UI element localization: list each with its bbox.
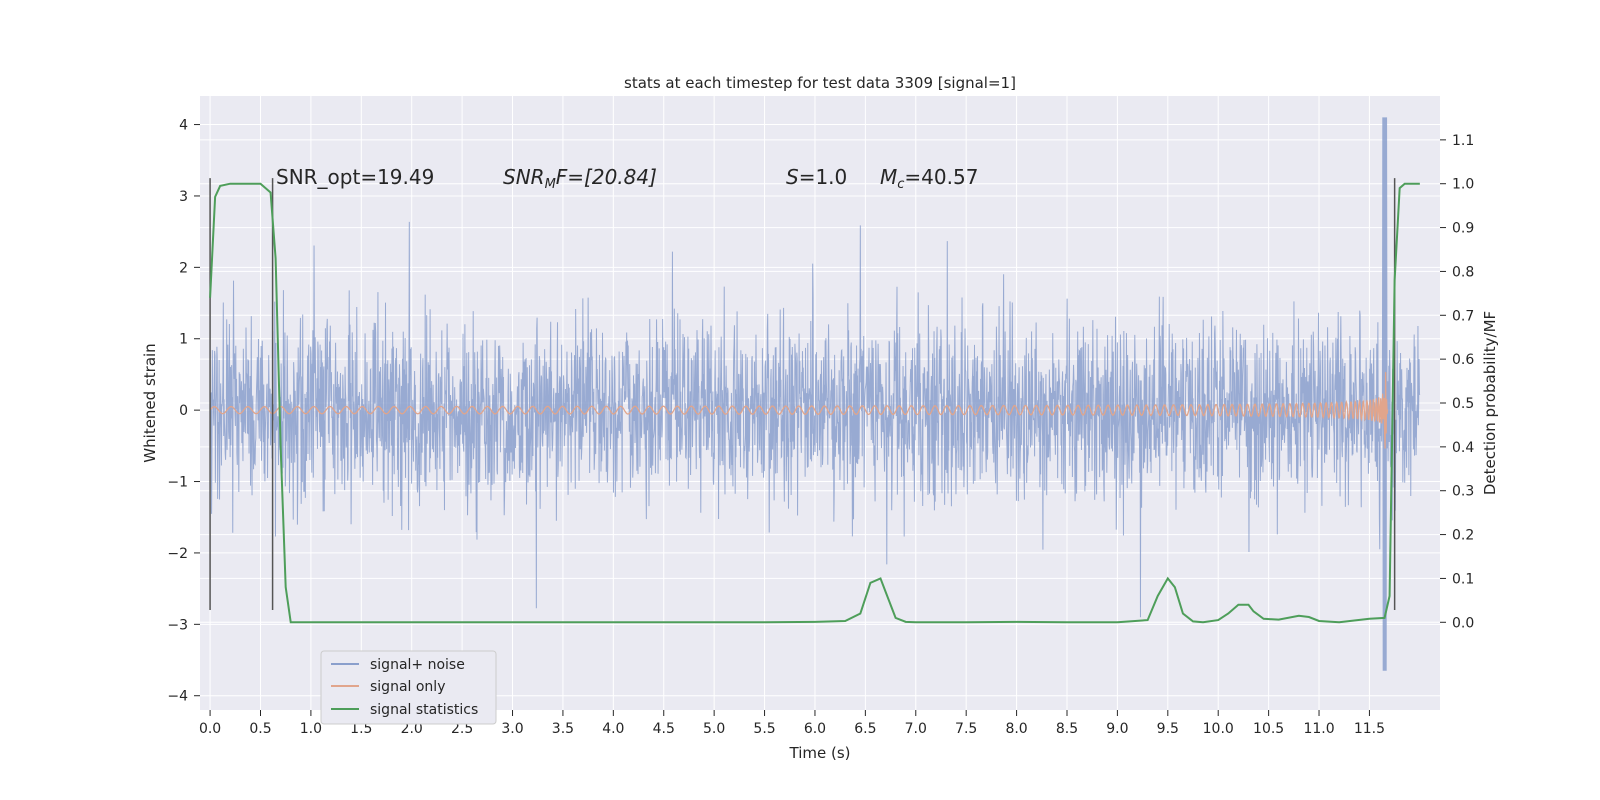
y-tick-label: −2 — [167, 546, 188, 562]
annotation-snr-mf: SNRMF=[20.84] — [503, 165, 657, 192]
x-tick-label: 3.5 — [552, 721, 574, 737]
y-axis-ticks: 4 3 2 1 0 −1 −2 −3 −4 — [167, 118, 200, 705]
legend-label-signal: signal only — [370, 679, 445, 695]
x-tick-label: 6.5 — [854, 721, 876, 737]
y-tick-label: 0 — [179, 403, 188, 419]
x-tick-label: 4.0 — [602, 721, 624, 737]
y-right-tick-label: 0.0 — [1452, 615, 1474, 631]
signal-statistics-series — [209, 182, 1420, 624]
legend-box — [320, 650, 497, 725]
y-tick-label: 3 — [179, 189, 188, 205]
x-tick-label: 10.5 — [1253, 721, 1284, 737]
y-right-tick-label: 0.5 — [1452, 396, 1474, 412]
vertical-markers — [209, 178, 1396, 611]
y-right-tick-label: 1.0 — [1452, 177, 1474, 193]
chart-title: stats at each timestep for test data 330… — [624, 74, 1016, 92]
signal-only-line — [209, 372, 1389, 449]
y-tick-label: 1 — [179, 332, 188, 348]
grid — [200, 96, 1440, 710]
legend-label-noise: signal+ noise — [370, 657, 465, 673]
signal-statistics-line — [209, 182, 1420, 624]
x-tick-label: 9.0 — [1106, 721, 1128, 737]
y-tick-label: 4 — [179, 118, 188, 134]
signal-noise-series — [209, 117, 1421, 671]
y-right-tick-label: 0.2 — [1452, 528, 1474, 544]
y-right-axis-label: Detection probability/MF — [1481, 311, 1499, 495]
x-tick-label: 11.0 — [1303, 721, 1334, 737]
y-tick-label: −3 — [167, 617, 188, 633]
x-tick-label: 8.0 — [1005, 721, 1027, 737]
x-axis-label: Time (s) — [789, 744, 851, 762]
x-tick-label: 3.0 — [501, 721, 523, 737]
x-tick-label: 7.5 — [955, 721, 977, 737]
y-tick-label: −4 — [167, 689, 188, 705]
legend: signal+ noise signal only signal statist… — [320, 650, 497, 725]
x-tick-label: 5.5 — [753, 721, 775, 737]
y-right-axis-ticks: 1.1 1.0 0.9 0.8 0.7 0.6 0.5 0.4 0.3 0.2 0.1 0.0 — [1440, 133, 1474, 631]
x-tick-label: 6.0 — [804, 721, 826, 737]
annotation-snr-opt: SNR_opt=19.49 — [276, 165, 434, 189]
legend-label-stats: signal statistics — [370, 702, 478, 718]
x-tick-label: 5.0 — [703, 721, 725, 737]
x-tick-label: 2.5 — [451, 721, 473, 737]
y-tick-label: 2 — [179, 260, 188, 276]
y-right-tick-label: 0.4 — [1452, 440, 1474, 456]
y-right-tick-label: 0.9 — [1452, 221, 1474, 237]
x-tick-label: 4.5 — [653, 721, 675, 737]
y-right-tick-label: 0.1 — [1452, 571, 1474, 587]
x-tick-label: 0.5 — [249, 721, 271, 737]
y-right-tick-label: 0.7 — [1452, 308, 1474, 324]
x-tick-label: 10.0 — [1203, 721, 1234, 737]
y-axis-label: Whitened strain — [141, 343, 159, 462]
x-tick-label: 7.0 — [905, 721, 927, 737]
x-tick-label: 9.5 — [1157, 721, 1179, 737]
y-right-tick-label: 0.8 — [1452, 264, 1474, 280]
x-tick-label: 8.5 — [1056, 721, 1078, 737]
x-tick-label: 11.5 — [1354, 721, 1385, 737]
y-tick-label: −1 — [167, 475, 188, 491]
x-axis-ticks: 0.0 0.5 1.0 1.5 2.0 2.5 3.0 3.5 4.0 4.5 5.0 5.5 6.0 6… — [199, 710, 1385, 737]
y-right-tick-label: 1.1 — [1452, 133, 1474, 149]
y-right-tick-label: 0.6 — [1452, 352, 1474, 368]
x-tick-label: 1.5 — [350, 721, 372, 737]
y-right-tick-label: 0.3 — [1452, 484, 1474, 500]
annotation-s: S=1.0 — [786, 165, 847, 189]
x-tick-label: 0.0 — [199, 721, 221, 737]
signal-only-series — [209, 372, 1389, 449]
x-tick-label: 2.0 — [401, 721, 423, 737]
signal-noise-line — [209, 117, 1421, 671]
x-tick-label: 1.0 — [300, 721, 322, 737]
annotation-mc: Mc=40.57 — [880, 165, 978, 192]
